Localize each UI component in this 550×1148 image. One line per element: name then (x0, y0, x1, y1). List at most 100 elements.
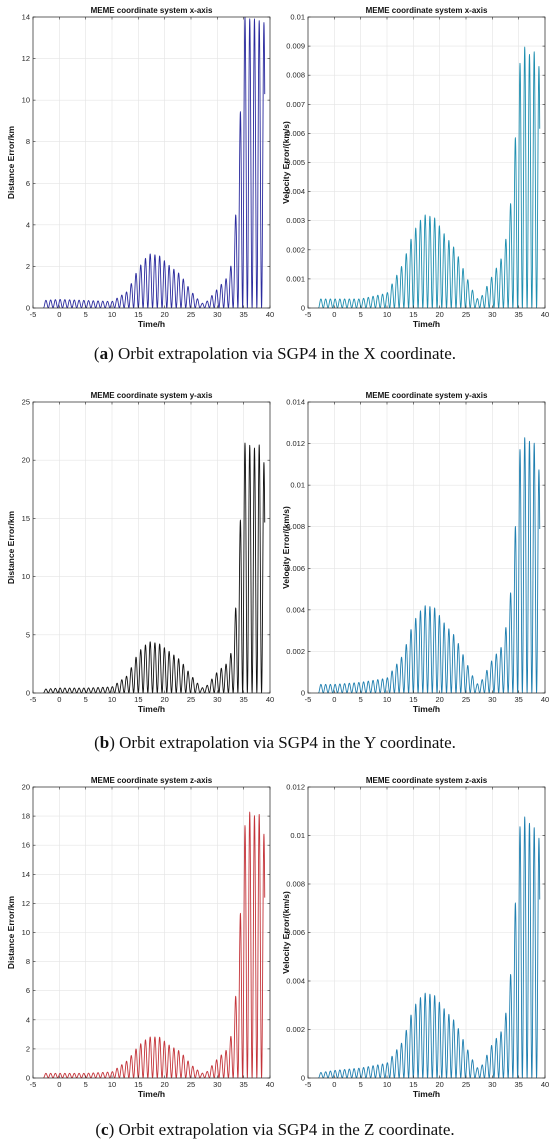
x-tick-label: 10 (108, 310, 116, 319)
y-tick-label: 2 (26, 1044, 30, 1053)
axes-box (32, 16, 271, 309)
x-tick-label: 0 (332, 1080, 336, 1089)
y-tick-label: 0.004 (286, 187, 305, 196)
y-tick-label: 16 (22, 841, 30, 850)
x-tick-label: 30 (213, 1080, 221, 1089)
x-tick-label: 5 (84, 1080, 88, 1089)
x-axis-label: Time/h (138, 1089, 165, 1099)
x-tick-label: 35 (239, 1080, 247, 1089)
y-tick-label: 18 (22, 812, 30, 821)
x-tick-label: 35 (239, 695, 247, 704)
y-tick-label: 0.012 (286, 439, 305, 448)
x-tick-label: 20 (435, 695, 443, 704)
x-tick-label: 30 (213, 310, 221, 319)
y-tick-label: 25 (22, 398, 30, 407)
series-line (318, 437, 541, 694)
chart-x-distance: -5 0 5 10 15 20 25 30 35 40 0 2 4 6 8 10 12 14 MEME coordi… (0, 0, 275, 335)
x-tick-label: -5 (30, 310, 37, 319)
x-tick-label: 5 (359, 310, 363, 319)
x-tick-label: 30 (488, 310, 496, 319)
x-axis-label: Time/h (413, 1089, 440, 1099)
y-tick-label: 2 (26, 262, 30, 271)
caption-b-letter: b (99, 733, 110, 752)
x-tick-label: 5 (359, 695, 363, 704)
x-tick-label: 35 (239, 310, 247, 319)
chart-y-distance: -5 0 5 10 15 20 25 30 35 40 0 5 10 15 20 25 MEME coordin… (0, 385, 275, 720)
chart-z-distance-svg: -5 0 5 10 15 20 25 30 35 4002468101214161820MEME … (6, 776, 274, 1099)
y-tick-label: 12 (22, 54, 30, 63)
x-tick-label: 20 (435, 310, 443, 319)
y-tick-label: 0 (26, 304, 30, 313)
x-tick-label: 25 (462, 1080, 470, 1089)
plot-area (33, 17, 270, 308)
y-tick-label: 0 (301, 304, 305, 313)
y-tick-label: 0.007 (286, 100, 305, 109)
x-tick-label: 5 (359, 1080, 363, 1089)
x-tick-label: 0 (332, 310, 336, 319)
x-tick-label: 35 (514, 1080, 522, 1089)
caption-b: (b) Orbit extrapolation via SGP4 in the … (94, 733, 456, 752)
chart-title: MEME coordinate system x-axis (91, 6, 213, 15)
y-axis-label: Distance Error/km (6, 895, 16, 969)
y-tick-label: 0.008 (286, 522, 305, 531)
caption-c-text: Orbit extrapolation via SGP4 in the Z co… (118, 1120, 455, 1139)
y-axis-label: Velocity Error/(km/s) (281, 121, 291, 204)
caption-c-letter: c (101, 1120, 109, 1139)
x-tick-label: 10 (383, 310, 391, 319)
x-tick-label: 30 (213, 695, 221, 704)
x-tick-label: 25 (187, 695, 195, 704)
y-tick-label: 0.005 (286, 158, 305, 167)
x-tick-label: -5 (305, 1080, 312, 1089)
chart-z-distance: -5 0 5 10 15 20 25 30 35 40 0 2 4 6 8 10 12 14 16 18 20 MEME … (0, 770, 275, 1105)
y-tick-label: 0.002 (286, 647, 305, 656)
x-tick-label: 5 (84, 310, 88, 319)
caption-c: (c) Orbit extrapolation via SGP4 in the … (95, 1120, 455, 1139)
x-tick-label: 35 (514, 695, 522, 704)
y-tick-label: 0.01 (290, 481, 305, 490)
x-tick-label: 5 (84, 695, 88, 704)
y-axis-label: Velocity Error/(km/s) (281, 891, 291, 974)
y-tick-label: 0.006 (286, 564, 305, 573)
y-tick-label: 12 (22, 899, 30, 908)
x-tick-label: 15 (134, 310, 142, 319)
x-tick-label: 40 (541, 1080, 549, 1089)
chart-title: MEME coordinate system x-axis (366, 6, 488, 15)
y-tick-label: 6 (26, 986, 30, 995)
y-tick-label: 5 (26, 630, 30, 639)
x-tick-label: 40 (541, 310, 549, 319)
y-tick-label: 0.002 (286, 1025, 305, 1034)
x-tick-label: 15 (134, 695, 142, 704)
x-tick-label: 0 (332, 695, 336, 704)
x-tick-label: 35 (514, 310, 522, 319)
y-tick-label: 0 (301, 1074, 305, 1083)
x-axis-label: Time/h (413, 319, 440, 329)
y-tick-label: 0.004 (286, 605, 305, 614)
x-axis-label: Time/h (138, 319, 165, 329)
x-tick-label: 15 (409, 695, 417, 704)
y-tick-label: 0.012 (286, 783, 305, 792)
x-tick-label: 30 (488, 695, 496, 704)
y-tick-label: 8 (26, 957, 30, 966)
y-tick-label: 0 (26, 1074, 30, 1083)
y-tick-label: 0.008 (286, 880, 305, 889)
caption-a-text: Orbit extrapolation via SGP4 in the X co… (118, 344, 457, 363)
y-tick-label: 10 (22, 572, 30, 581)
y-tick-label: 8 (26, 137, 30, 146)
x-tick-label: 40 (266, 1080, 274, 1089)
y-tick-label: 0.009 (286, 42, 305, 51)
x-tick-label: 40 (541, 695, 549, 704)
chart-z-velocity: -5 0 5 10 15 20 25 30 35 40 0 0.002 0.004 0.006 0.008 0… (275, 770, 550, 1105)
chart-y-velocity: -5 0 5 10 15 20 25 30 35 40 0 0.002 0.004 0.006 0.008 0… (275, 385, 550, 720)
y-tick-label: 10 (22, 96, 30, 105)
x-tick-label: 0 (57, 1080, 61, 1089)
y-tick-label: 14 (22, 870, 30, 879)
y-tick-label: 0.008 (286, 71, 305, 80)
chart-title: MEME coordinate system z-axis (366, 776, 488, 785)
x-tick-label: 20 (160, 310, 168, 319)
y-tick-label: 0.006 (286, 928, 305, 937)
x-axis-label: Time/h (413, 704, 440, 714)
x-tick-label: 10 (108, 1080, 116, 1089)
axes-box (307, 401, 546, 694)
